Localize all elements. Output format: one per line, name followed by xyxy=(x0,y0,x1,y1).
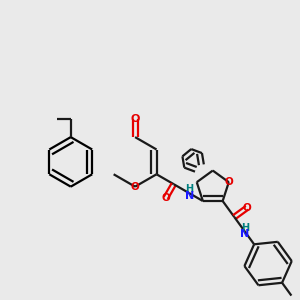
Text: N: N xyxy=(240,230,249,239)
Text: N: N xyxy=(184,191,194,201)
Text: H: H xyxy=(241,223,249,232)
Text: O: O xyxy=(131,182,140,192)
Text: O: O xyxy=(224,177,233,187)
Text: O: O xyxy=(161,193,170,203)
Text: H: H xyxy=(185,184,193,194)
Text: O: O xyxy=(243,203,251,213)
Text: O: O xyxy=(130,114,140,124)
